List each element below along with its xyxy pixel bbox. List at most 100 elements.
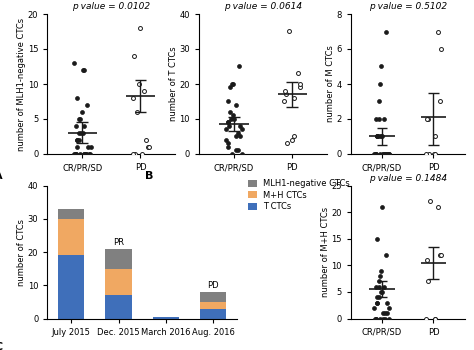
Point <box>73 137 81 143</box>
Point <box>80 151 88 157</box>
Point <box>431 134 439 139</box>
Point <box>235 64 243 69</box>
Point <box>232 134 239 139</box>
Point <box>378 204 386 210</box>
Point <box>281 88 288 94</box>
Point <box>130 53 137 59</box>
Point <box>227 109 234 115</box>
Point <box>76 116 84 122</box>
Point <box>237 134 244 139</box>
Point <box>222 137 230 143</box>
Point <box>222 127 229 132</box>
Point <box>229 81 237 87</box>
Point <box>73 151 80 157</box>
Point <box>423 116 430 122</box>
Point <box>375 116 383 122</box>
Y-axis label: number of CTCs: number of CTCs <box>18 218 27 286</box>
Point <box>371 151 378 157</box>
Point <box>79 67 86 73</box>
Point <box>425 279 432 284</box>
Point <box>71 151 78 157</box>
Point <box>290 134 298 139</box>
Text: p value = 0.5102: p value = 0.5102 <box>369 2 447 11</box>
Point <box>373 151 380 157</box>
Point <box>281 99 288 104</box>
Point <box>283 92 290 97</box>
Point <box>373 316 380 321</box>
Point <box>70 151 78 157</box>
Point <box>435 29 442 34</box>
Legend: MLH1-negative CTCs, M+H CTCs, T CTCs: MLH1-negative CTCs, M+H CTCs, T CTCs <box>246 224 347 259</box>
Point <box>72 123 80 129</box>
Point <box>380 316 387 321</box>
Text: B: B <box>146 171 154 181</box>
Point <box>373 300 381 305</box>
Point <box>83 102 91 108</box>
Point <box>232 148 239 153</box>
Point <box>373 316 380 321</box>
Point <box>82 151 90 157</box>
Point <box>383 29 390 34</box>
Point <box>232 102 240 108</box>
Point <box>296 85 304 90</box>
Point <box>375 284 383 289</box>
Point <box>380 310 387 316</box>
Point <box>228 151 236 157</box>
Point <box>145 144 152 150</box>
Point <box>423 257 430 263</box>
Point <box>425 151 433 157</box>
Point <box>294 71 301 76</box>
Point <box>238 127 246 132</box>
Point <box>373 284 380 289</box>
Point <box>73 151 80 157</box>
Point <box>75 130 82 136</box>
Point <box>425 116 432 122</box>
Point <box>383 151 391 157</box>
Y-axis label: number of T CTCs: number of T CTCs <box>169 47 178 121</box>
Point <box>383 252 390 258</box>
Point <box>437 252 445 258</box>
Point <box>297 81 304 87</box>
Point <box>145 144 153 150</box>
Point <box>374 300 381 305</box>
Point <box>80 151 88 157</box>
Point <box>231 116 238 122</box>
Text: C: C <box>0 342 2 350</box>
Point <box>373 151 380 157</box>
Point <box>377 134 384 139</box>
Point <box>381 310 389 316</box>
Point <box>371 316 379 321</box>
Point <box>380 151 387 157</box>
Point <box>385 316 392 321</box>
Point <box>437 99 444 104</box>
Point <box>285 29 292 34</box>
Point <box>375 99 383 104</box>
Point <box>79 130 87 136</box>
Y-axis label: number of M CTCs: number of M CTCs <box>326 46 335 122</box>
Point <box>142 137 150 143</box>
Point <box>138 151 146 157</box>
Point <box>140 88 147 94</box>
Point <box>374 236 381 241</box>
Point <box>373 116 380 122</box>
Point <box>290 95 298 101</box>
Point <box>289 137 296 143</box>
Point <box>71 60 78 66</box>
Point <box>378 289 386 295</box>
Point <box>377 289 384 295</box>
Point <box>283 141 291 146</box>
Point <box>227 85 234 90</box>
Point <box>225 123 233 129</box>
Point <box>431 316 439 321</box>
Point <box>437 252 444 258</box>
Point <box>81 123 88 129</box>
Point <box>376 81 383 87</box>
Point <box>382 316 389 321</box>
Point <box>75 116 82 122</box>
Bar <box>105 295 131 319</box>
Point <box>373 134 381 139</box>
Point <box>224 144 232 150</box>
Point <box>76 151 84 157</box>
Point <box>376 151 383 157</box>
Point <box>85 151 92 157</box>
